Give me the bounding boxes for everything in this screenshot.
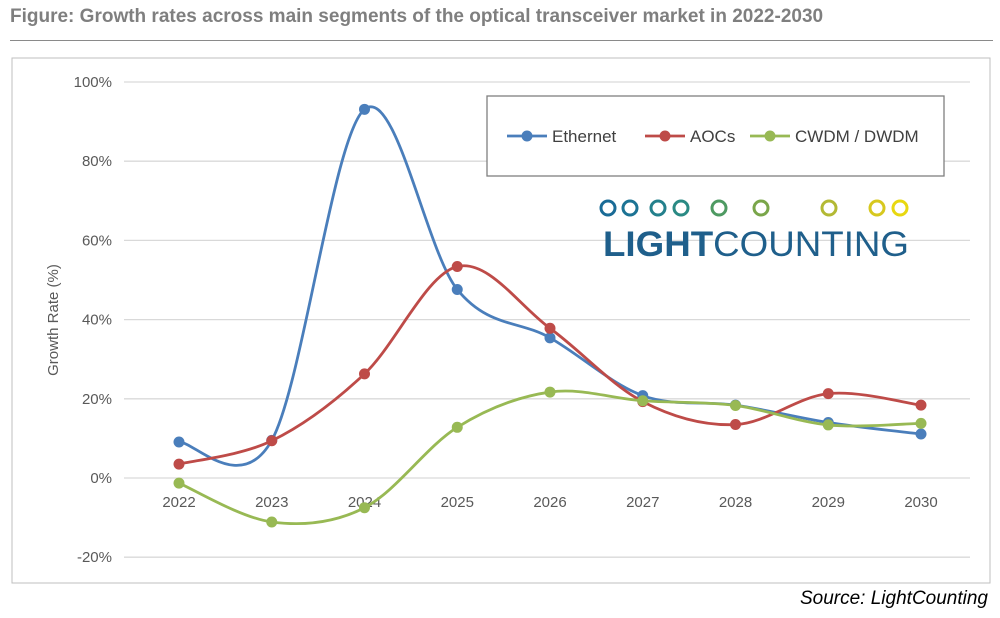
logo-text: LIGHT COUNTING <box>603 225 909 264</box>
logo-ring <box>891 199 909 217</box>
data-point <box>544 386 556 398</box>
logo-ring <box>868 199 886 217</box>
source-note: Source: LightCounting <box>799 588 988 609</box>
y-tick-label: 80% <box>82 153 112 170</box>
logo-ring <box>710 199 728 217</box>
title-divider <box>10 40 993 41</box>
x-tick-label: 2022 <box>162 494 195 511</box>
x-tick-label: 2028 <box>719 494 752 511</box>
data-point <box>359 368 370 380</box>
data-point <box>266 516 278 528</box>
data-point <box>915 417 927 429</box>
y-tick-label: 40% <box>82 312 112 329</box>
legend-label: CWDM / DWDM <box>795 127 919 146</box>
data-point <box>451 284 463 296</box>
plot-frame <box>11 57 991 584</box>
logo-ring <box>672 199 690 217</box>
data-point <box>173 458 185 470</box>
y-tick-label: 60% <box>82 232 112 249</box>
x-tick-label: 2029 <box>812 494 845 511</box>
data-point <box>637 395 649 407</box>
legend-marker <box>659 130 671 142</box>
lightcounting-logo: LIGHT COUNTING <box>591 199 917 264</box>
data-point <box>915 399 927 411</box>
y-tick-label: -20% <box>77 549 112 566</box>
series-cwdm-dwdm <box>173 386 927 528</box>
x-tick-label: 2030 <box>904 494 937 511</box>
x-tick-label: 2027 <box>626 494 659 511</box>
x-tick-label: 2026 <box>533 494 566 511</box>
data-point <box>822 388 834 400</box>
figure-title: Figure: Growth rates across main segment… <box>10 6 824 27</box>
legend-label: Ethernet <box>552 127 617 146</box>
data-point <box>173 436 185 448</box>
series-aocs <box>173 261 927 470</box>
y-tick-label: 20% <box>82 391 112 408</box>
y-tick-label: 0% <box>90 470 112 487</box>
data-point <box>359 502 370 514</box>
data-point <box>266 435 278 447</box>
data-point <box>451 261 463 273</box>
series-line <box>178 264 922 466</box>
legend-box <box>486 95 945 177</box>
logo-ring <box>752 199 770 217</box>
legend-label: AOCs <box>690 127 735 146</box>
logo-ring <box>621 199 639 217</box>
data-point <box>915 428 927 440</box>
data-point <box>544 322 556 334</box>
data-point <box>173 477 185 489</box>
legend-marker <box>521 130 533 142</box>
data-point <box>822 419 834 431</box>
y-axis-label: Growth Rate (%) <box>45 264 62 376</box>
series-line <box>178 389 922 526</box>
data-point <box>730 400 741 412</box>
x-tick-label: 2025 <box>441 494 474 511</box>
legend-marker <box>764 130 776 142</box>
logo-ring <box>820 199 838 217</box>
x-tick-label: 2023 <box>255 494 288 511</box>
data-point <box>359 103 370 115</box>
y-tick-label: 100% <box>74 74 112 91</box>
data-point <box>730 419 741 431</box>
data-point <box>451 421 463 433</box>
logo-ring <box>599 199 617 217</box>
data-point <box>544 332 556 344</box>
logo-ring <box>649 199 667 217</box>
